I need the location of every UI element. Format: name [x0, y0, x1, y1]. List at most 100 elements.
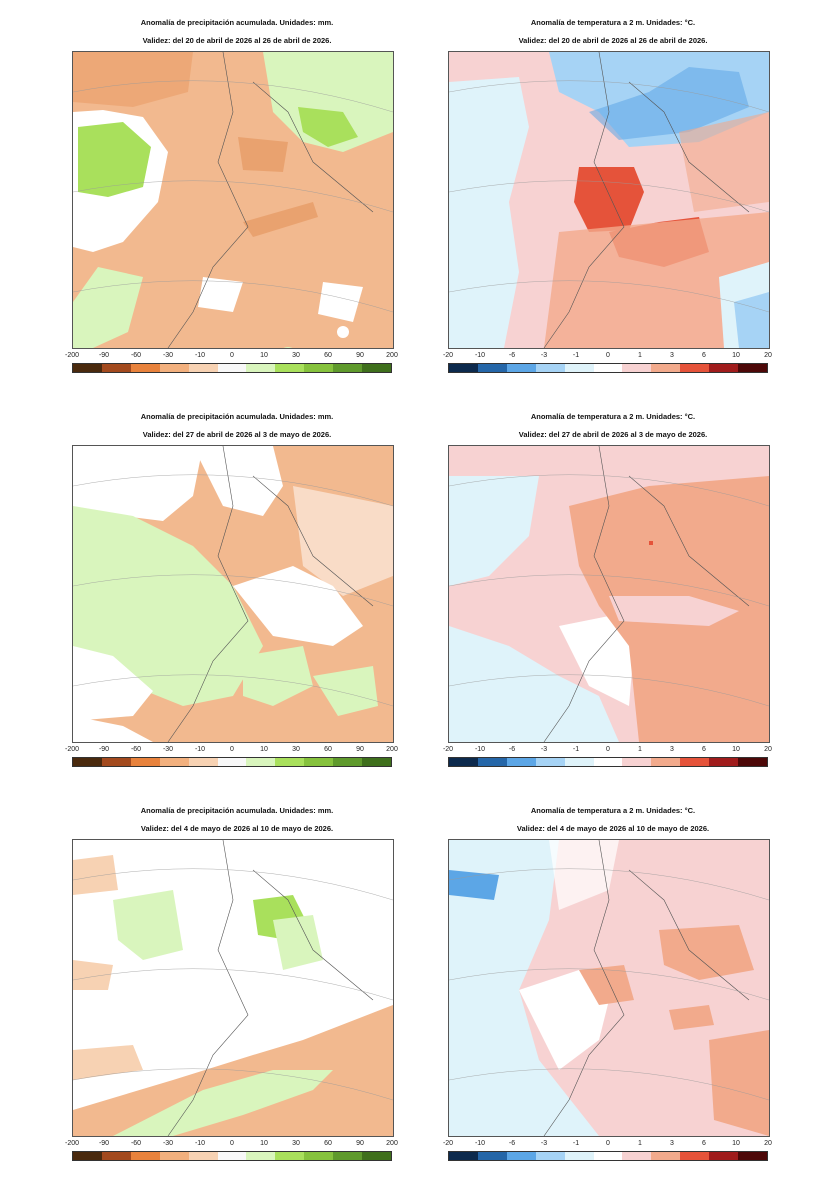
tick-label: 6	[702, 746, 706, 753]
temp-anomaly-map	[448, 839, 770, 1137]
temp-anomaly-map	[448, 445, 770, 743]
colorbar-swatch	[564, 364, 594, 372]
tick-label: 20	[764, 1140, 772, 1147]
temp-colorbar	[448, 363, 768, 373]
precip-anomaly-map	[72, 51, 394, 349]
tick-label: 1	[638, 1140, 642, 1147]
tick-label: -6	[508, 1140, 516, 1147]
colorbar-ticks: -20 -10 -6 -3 -1 0 1 3 6 10 20	[443, 1140, 772, 1150]
colorbar-swatch	[506, 364, 536, 372]
tick-label: 200	[386, 746, 398, 753]
colorbar-ticks: -20 -10 -6 -3 -1 0 1 3 6 10 20	[443, 746, 772, 756]
tick-label: 3	[670, 746, 674, 753]
panel-title: Anomalía de precipitación acumulada. Uni…	[140, 806, 334, 815]
tick-label: -10	[474, 1140, 486, 1147]
colorbar-swatch	[362, 364, 391, 372]
colorbar-swatch	[622, 1152, 652, 1160]
tick-label: 60	[324, 746, 332, 753]
tick-label: 3	[670, 352, 674, 359]
colorbar-swatch	[449, 1152, 478, 1160]
temp-panel-3: Anomalía de temperatura a 2 m. Unidades:…	[443, 806, 778, 1166]
tick-label: -20	[442, 746, 454, 753]
panel-title: Anomalía de temperatura a 2 m. Unidades:…	[530, 18, 696, 27]
colorbar-swatch	[304, 364, 334, 372]
colorbar-swatch	[130, 758, 160, 766]
colorbar-swatch	[304, 758, 334, 766]
tick-label: 90	[356, 352, 364, 359]
tick-label: -10	[194, 746, 206, 753]
tick-label: -200	[64, 352, 80, 359]
panel-title: Anomalía de temperatura a 2 m. Unidades:…	[530, 806, 696, 815]
colorbar-swatch	[593, 364, 623, 372]
tick-label: 30	[292, 352, 300, 359]
colorbar-swatch	[477, 364, 507, 372]
precip-anomaly-map	[72, 839, 394, 1137]
temp-colorbar	[448, 1151, 768, 1161]
colorbar-swatch	[535, 1152, 565, 1160]
colorbar-swatch	[738, 364, 767, 372]
colorbar-swatch	[159, 758, 189, 766]
colorbar-swatch	[506, 758, 536, 766]
colorbar-swatch	[73, 364, 102, 372]
tick-label: 10	[732, 352, 740, 359]
tick-label: 0	[606, 352, 610, 359]
tick-label: 10	[260, 352, 268, 359]
tick-label: -10	[474, 352, 486, 359]
colorbar-swatch	[333, 758, 363, 766]
tick-label: -1	[572, 352, 580, 359]
tick-label: -6	[508, 352, 516, 359]
colorbar-swatch	[564, 758, 594, 766]
colorbar-swatch	[738, 758, 767, 766]
precip-colorbar	[72, 1151, 392, 1161]
colorbar-swatch	[101, 758, 131, 766]
tick-label: -20	[442, 1140, 454, 1147]
tick-label: -60	[130, 1140, 142, 1147]
colorbar-swatch	[651, 1152, 681, 1160]
colorbar-ticks: -20 -10 -6 -3 -1 0 1 3 6 10 20	[443, 352, 772, 362]
colorbar-swatch	[680, 1152, 710, 1160]
tick-label: 6	[702, 352, 706, 359]
tick-label: -10	[474, 746, 486, 753]
colorbar-swatch	[680, 364, 710, 372]
precip-colorbar	[72, 363, 392, 373]
colorbar-swatch	[246, 1152, 276, 1160]
tick-label: -1	[572, 1140, 580, 1147]
colorbar-ticks: -200 -90 -60 -30 -10 0 10 30 60 90 200	[65, 1140, 398, 1150]
tick-label: 10	[260, 746, 268, 753]
colorbar-swatch	[101, 1152, 131, 1160]
tick-label: 0	[606, 746, 610, 753]
tick-label: 1	[638, 746, 642, 753]
tick-label: 90	[356, 1140, 364, 1147]
panel-title: Anomalía de temperatura a 2 m. Unidades:…	[530, 412, 696, 421]
tick-label: -30	[162, 352, 174, 359]
tick-label: 60	[324, 352, 332, 359]
colorbar-swatch	[333, 364, 363, 372]
temp-panel-1: Anomalía de temperatura a 2 m. Unidades:…	[443, 18, 778, 378]
colorbar-swatch	[246, 364, 276, 372]
colorbar-swatch	[535, 758, 565, 766]
tick-label: 10	[732, 746, 740, 753]
tick-label: 200	[386, 352, 398, 359]
colorbar-swatch	[449, 364, 478, 372]
colorbar-swatch	[362, 1152, 391, 1160]
colorbar-ticks: -200 -90 -60 -30 -10 0 10 30 60 90 200	[65, 746, 398, 756]
precip-panel-1: Anomalía de precipitación acumulada. Uni…	[65, 18, 402, 378]
tick-label: -6	[508, 746, 516, 753]
panel-period: Validez: del 27 de abril de 2026 al 3 de…	[142, 430, 332, 439]
colorbar-swatch	[477, 1152, 507, 1160]
colorbar-swatch	[130, 1152, 160, 1160]
precip-colorbar	[72, 757, 392, 767]
tick-label: -10	[194, 1140, 206, 1147]
tick-label: 60	[324, 1140, 332, 1147]
colorbar-swatch	[738, 1152, 767, 1160]
tick-label: -30	[162, 1140, 174, 1147]
colorbar-swatch	[188, 1152, 218, 1160]
colorbar-swatch	[73, 1152, 102, 1160]
colorbar-swatch	[593, 1152, 623, 1160]
tick-label: 20	[764, 746, 772, 753]
tick-label: -200	[64, 1140, 80, 1147]
temp-anomaly-map	[448, 51, 770, 349]
tick-label: -30	[162, 746, 174, 753]
panel-period: Validez: del 27 de abril de 2026 al 3 de…	[518, 430, 708, 439]
colorbar-swatch	[709, 364, 739, 372]
